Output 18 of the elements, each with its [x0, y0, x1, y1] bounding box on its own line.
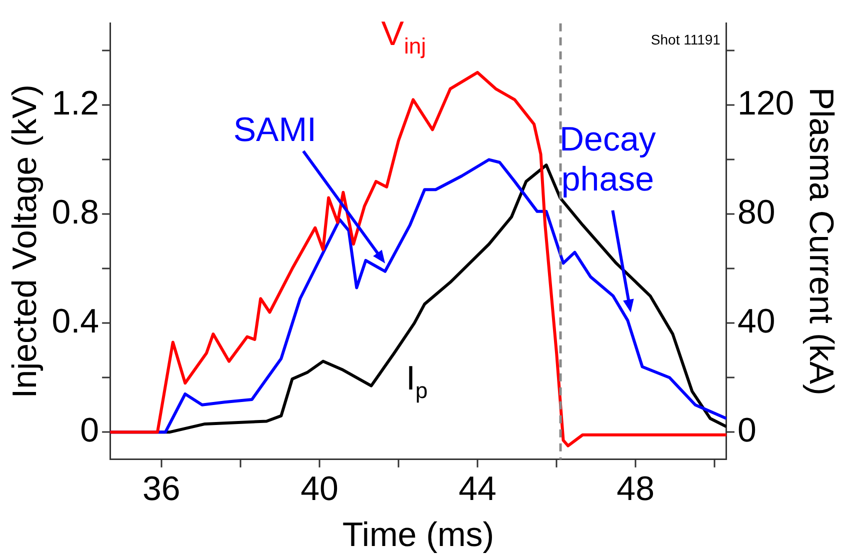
y2-axis-title: Plasma Current (kA): [802, 87, 840, 396]
y-tick-label: 0.8: [52, 194, 100, 232]
y2-tick-label: 80: [737, 194, 776, 232]
x-tick-label: 40: [300, 470, 338, 508]
y2-tick-label: 40: [737, 302, 776, 341]
x-tick-label: 36: [142, 470, 180, 508]
y-tick-label: 0: [80, 412, 100, 450]
y-tick-label: 1.2: [52, 84, 100, 123]
x-tick-label: 48: [616, 470, 655, 508]
text: SAMI: [233, 111, 316, 150]
y2-tick-label: 0: [737, 412, 756, 450]
y-axis-title: Injected Voltage (kV): [6, 84, 44, 398]
y-tick-label: 0.4: [52, 302, 100, 341]
y2-tick-label: 120: [737, 84, 794, 123]
annotation: Shot 11191: [650, 31, 721, 48]
x-axis-title: Time (ms): [342, 516, 494, 554]
annotation: Decay phase: [560, 120, 656, 198]
x-tick-label: 44: [458, 470, 496, 508]
